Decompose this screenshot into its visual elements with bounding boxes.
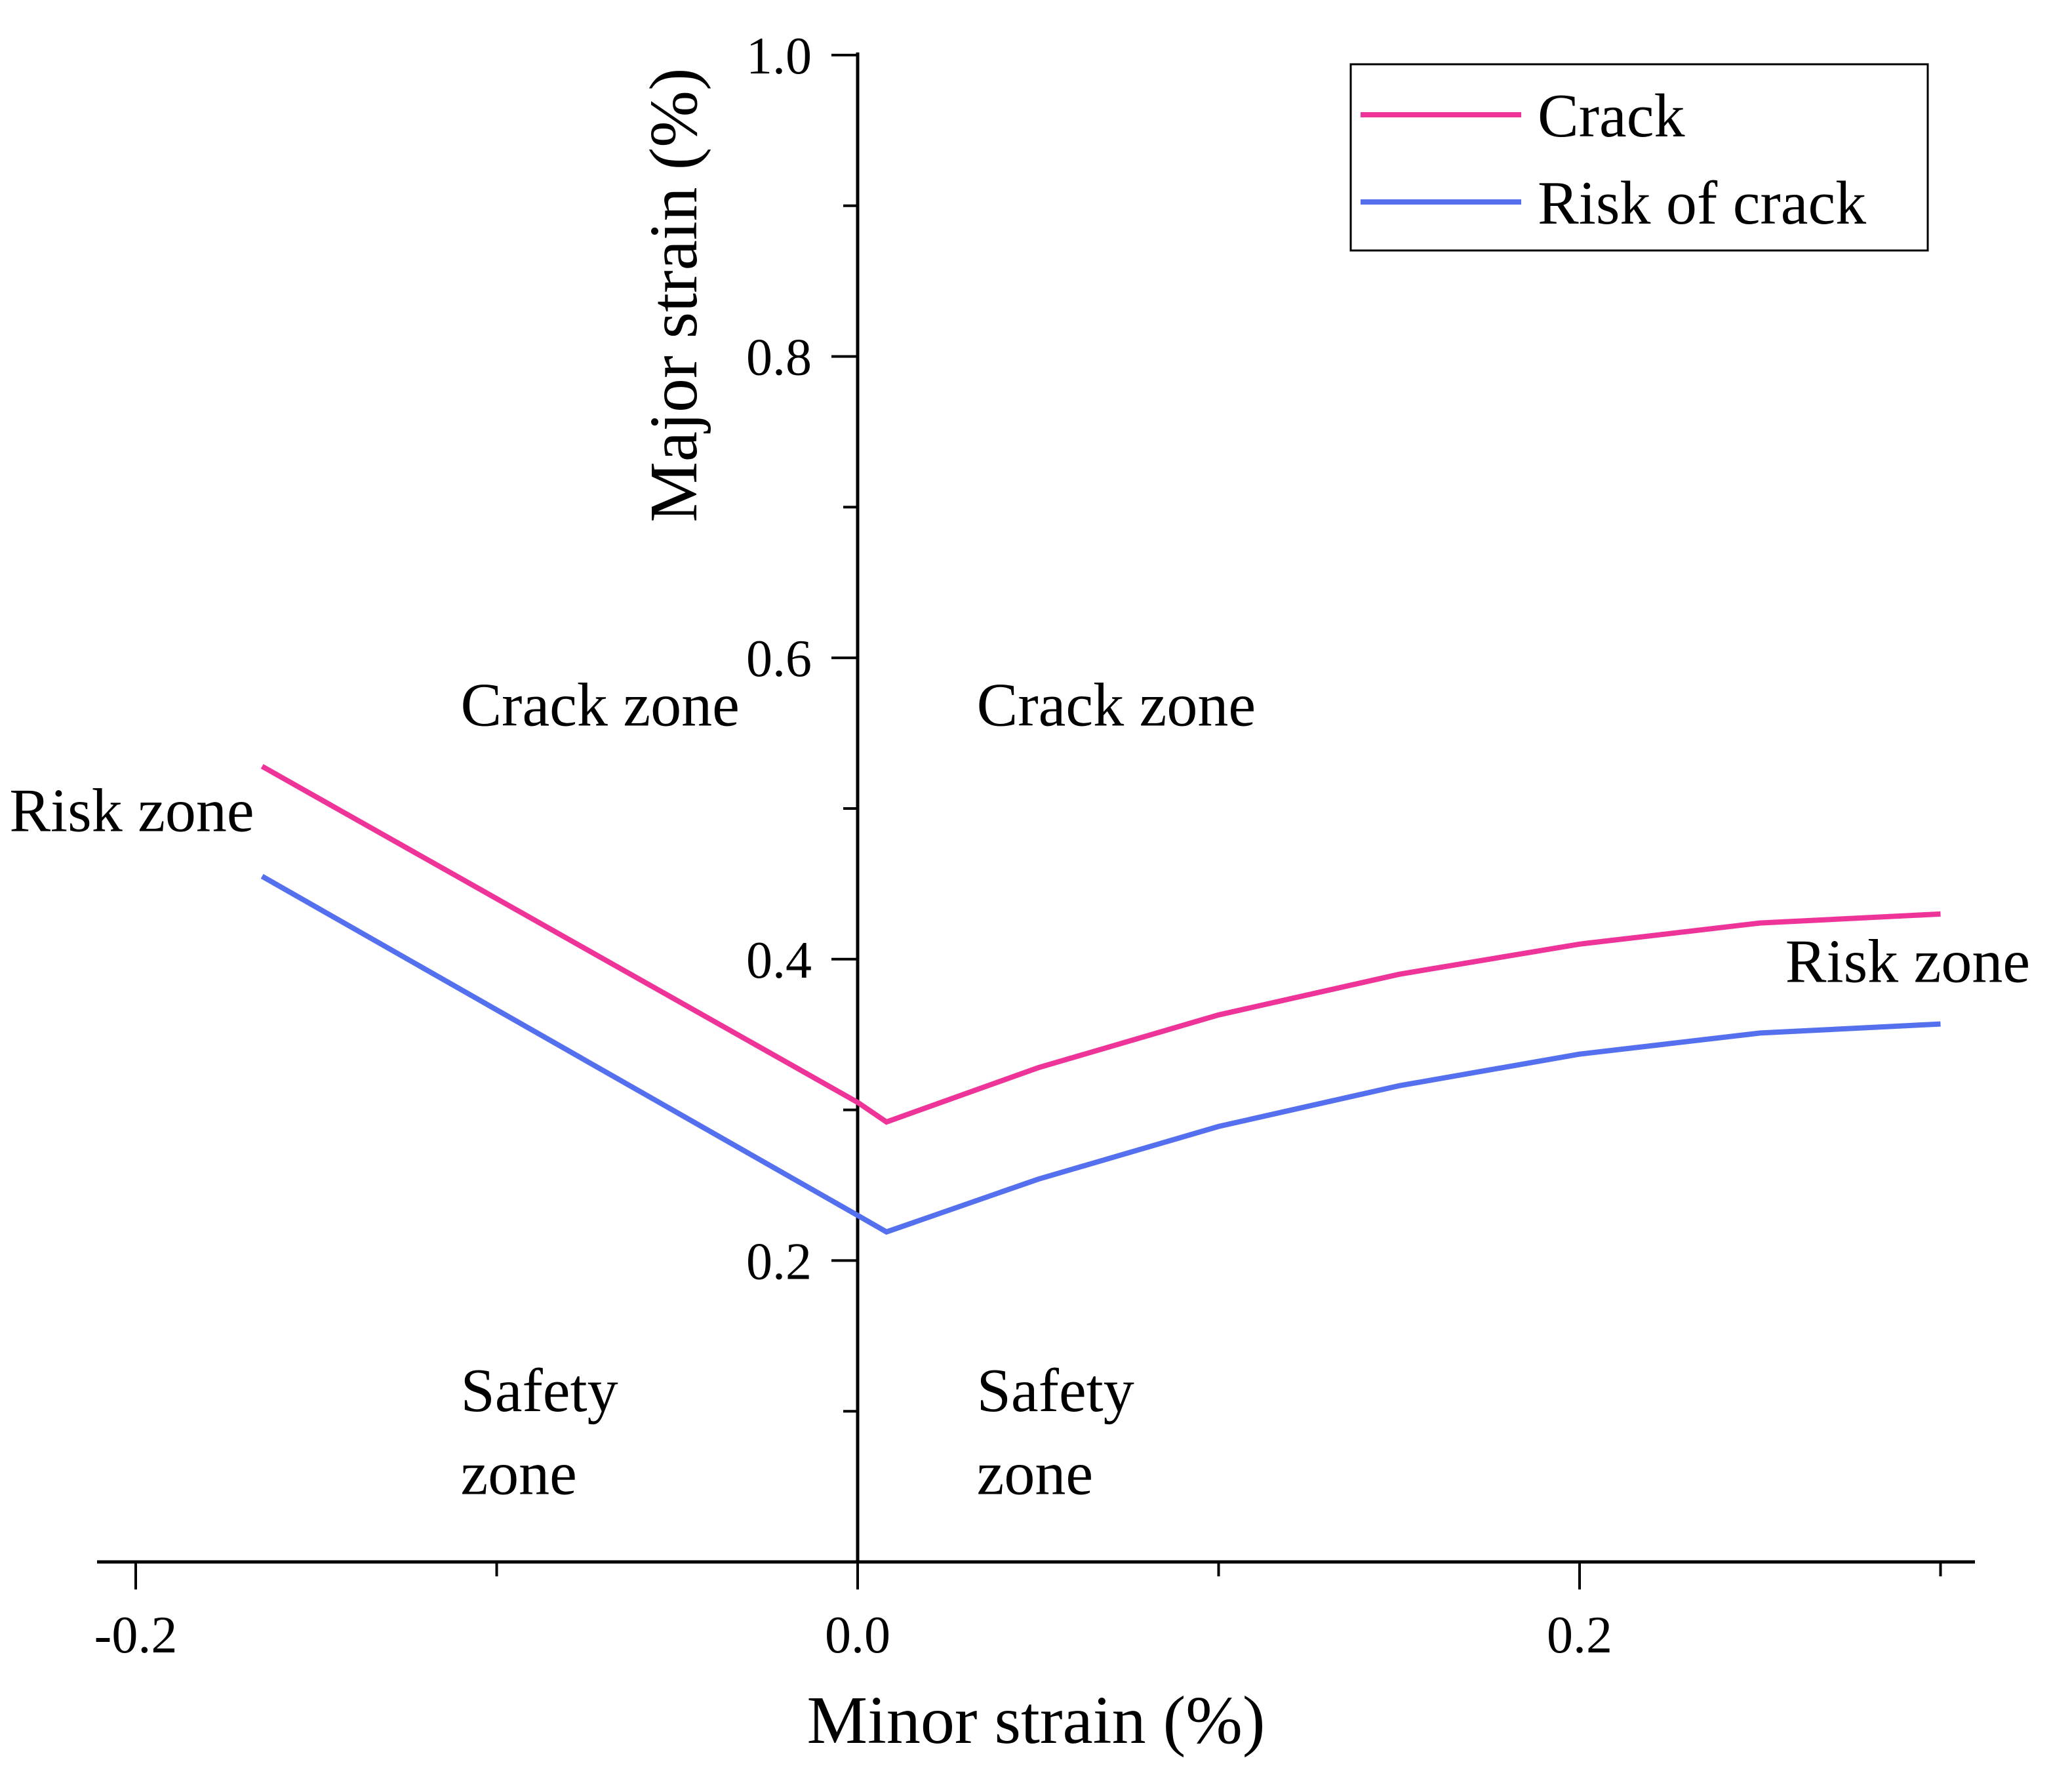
y-axis-title: Major strain (%) bbox=[636, 68, 711, 522]
data-series bbox=[260, 764, 1941, 1235]
x-tick-label: -0.2 bbox=[94, 1607, 178, 1664]
series-line-risk-of-crack bbox=[260, 873, 1941, 1235]
legend-box bbox=[1349, 63, 1929, 252]
y-tick-label: 0.4 bbox=[746, 932, 812, 989]
x-axis-title: Minor strain (%) bbox=[807, 1683, 1265, 1758]
zone-label: Crack zone bbox=[977, 671, 1256, 740]
legend-label-crack: Crack bbox=[1538, 82, 1684, 150]
series-line-crack bbox=[260, 764, 1941, 1125]
zone-label: Crack zone bbox=[460, 671, 739, 740]
x-tick-label: 0.0 bbox=[825, 1607, 890, 1664]
zone-annotations: Crack zone Crack zone Risk zone Risk zone Sa… bbox=[9, 671, 2030, 1508]
legend-label-risk-of-crack: Risk of crack bbox=[1538, 169, 1866, 237]
zone-label: zone bbox=[977, 1440, 1093, 1508]
x-tick-label: 0.2 bbox=[1547, 1607, 1612, 1664]
zone-label: Risk zone bbox=[1785, 927, 2030, 995]
legend: Crack Risk of crack bbox=[1349, 63, 1929, 252]
y-tick-label: 0.2 bbox=[746, 1233, 812, 1290]
zone-label: Safety bbox=[460, 1357, 618, 1425]
zone-label: Safety bbox=[977, 1357, 1134, 1425]
zone-label: Risk zone bbox=[9, 776, 254, 845]
axes: -0.2 0.0 0.2 0.2 0.4 0.6 0.8 1.0 bbox=[94, 28, 1975, 1664]
y-tick-label: 0.8 bbox=[746, 329, 812, 387]
y-tick-label: 1.0 bbox=[746, 28, 812, 85]
y-tick-label: 0.6 bbox=[746, 630, 812, 688]
zone-label: zone bbox=[460, 1440, 576, 1508]
